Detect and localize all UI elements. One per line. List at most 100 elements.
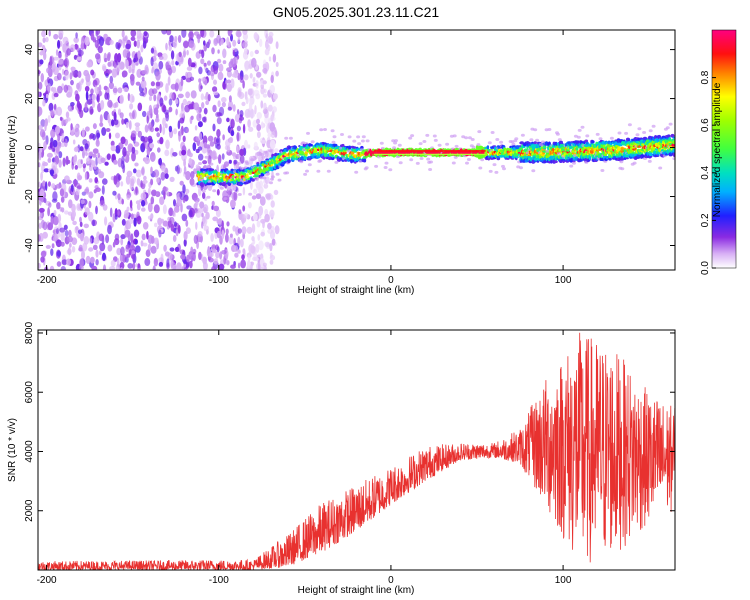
noise-blob — [249, 264, 253, 270]
noise-blob — [86, 157, 92, 165]
noise-blob — [202, 116, 207, 123]
noise-blob — [73, 178, 77, 187]
noise-blob — [99, 122, 104, 127]
ridge-halo — [326, 169, 331, 173]
noise-blob — [58, 151, 63, 159]
noise-blob — [165, 251, 170, 257]
x-tick-label: 0 — [388, 575, 394, 586]
ridge-halo — [478, 166, 483, 170]
ridge-halo — [250, 158, 255, 162]
noise-blob — [227, 30, 232, 37]
ridge-point — [222, 172, 227, 177]
noise-blob — [120, 234, 126, 240]
x-tick-label: -100 — [209, 275, 229, 286]
noise-blob — [112, 85, 118, 96]
noise-blob — [71, 210, 76, 218]
noise-blob — [159, 136, 164, 145]
noise-blob — [121, 155, 125, 165]
noise-blob — [260, 86, 265, 95]
x-tick-label: -100 — [209, 575, 229, 586]
noise-blob — [230, 264, 236, 269]
noise-blob — [230, 199, 236, 208]
noise-blob — [134, 149, 139, 155]
noise-blob — [213, 258, 219, 265]
noise-blob — [56, 72, 62, 81]
noise-blob — [207, 94, 211, 102]
ridge-point — [330, 156, 335, 161]
noise-blob — [75, 226, 79, 231]
noise-blob — [51, 147, 55, 152]
noise-blob — [182, 50, 186, 58]
noise-blob — [90, 33, 95, 41]
noise-blob — [211, 47, 215, 55]
noise-blob — [212, 123, 216, 132]
noise-blob — [136, 203, 141, 211]
noise-blob — [43, 168, 50, 173]
ridge-point — [209, 182, 212, 185]
noise-blob — [94, 177, 98, 184]
noise-blob — [189, 260, 193, 269]
noise-blob — [200, 93, 205, 101]
ridge-point — [554, 160, 558, 163]
noise-blob — [125, 244, 131, 250]
noise-blob — [60, 232, 65, 242]
noise-blob — [138, 33, 144, 38]
noise-blob — [217, 100, 221, 108]
ridge-halo — [454, 144, 459, 148]
noise-blob — [112, 213, 116, 223]
noise-blob — [91, 153, 97, 158]
noise-blob — [99, 242, 106, 252]
noise-blob — [264, 213, 270, 223]
noise-blob — [185, 219, 189, 227]
noise-blob — [264, 241, 271, 248]
ridge-halo — [388, 168, 393, 172]
spectrogram-marks — [38, 30, 675, 270]
ridge-halo — [266, 172, 271, 176]
ridge-halo — [494, 170, 499, 174]
noise-blob — [105, 234, 110, 244]
noise-blob — [68, 199, 73, 209]
ridge-point — [290, 153, 294, 156]
noise-blob — [104, 216, 108, 226]
noise-blob — [79, 216, 82, 223]
noise-blob — [122, 49, 128, 58]
noise-blob — [78, 265, 84, 270]
ridge-point — [588, 155, 592, 161]
noise-blob — [52, 139, 58, 148]
noise-blob — [165, 42, 168, 51]
noise-blob — [186, 128, 189, 133]
noise-blob — [237, 249, 241, 254]
ridge-point — [560, 140, 563, 145]
ridge-point — [313, 150, 318, 154]
noise-blob — [38, 124, 43, 131]
colorbar-ticks: 0.0 0.2 0.4 0.6 0.8 — [700, 70, 716, 275]
noise-blob — [226, 221, 230, 227]
noise-blob — [88, 134, 93, 140]
noise-blob — [160, 171, 166, 181]
ridge-halo — [557, 138, 562, 142]
noise-blob — [253, 32, 258, 40]
noise-blob — [179, 128, 183, 137]
noise-blob — [79, 232, 84, 242]
noise-blob — [237, 109, 240, 115]
noise-blob — [135, 245, 141, 253]
noise-blob — [202, 256, 208, 265]
ridge-point — [294, 145, 298, 150]
ridge-halo — [318, 159, 323, 163]
noise-blob — [109, 39, 114, 45]
ridge-point — [648, 152, 653, 156]
ridge-halo — [545, 149, 550, 153]
ridge-halo — [642, 131, 647, 134]
ridge-halo — [206, 195, 211, 199]
ridge-halo — [237, 193, 242, 196]
noise-blob — [137, 130, 142, 138]
spectrogram-ylabel: Frequency (Hz) — [7, 116, 18, 185]
noise-blob — [169, 176, 175, 182]
noise-blob — [270, 114, 274, 122]
noise-blob — [226, 36, 230, 46]
noise-blob — [234, 252, 239, 258]
noise-blob — [134, 162, 139, 167]
noise-blob — [60, 196, 65, 203]
noise-blob — [253, 257, 259, 262]
noise-blob — [94, 85, 98, 94]
